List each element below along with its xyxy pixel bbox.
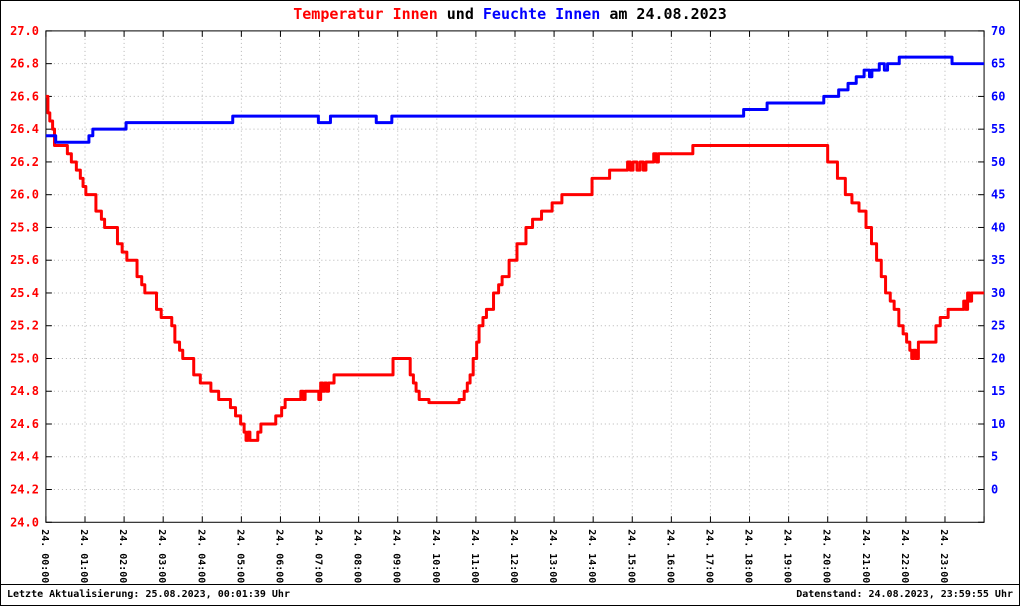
y-left-tick-label: 25.8 bbox=[10, 220, 39, 234]
title-humidity: Feuchte Innen bbox=[482, 5, 601, 23]
grid bbox=[45, 30, 985, 523]
footer-separator bbox=[1, 584, 1019, 585]
y-right-tick-label: 15 bbox=[991, 384, 1005, 398]
x-tick-label: 24. 23:00 bbox=[938, 529, 949, 583]
x-tick-label: 24. 14:00 bbox=[586, 529, 597, 583]
x-tick-label: 24. 21:00 bbox=[860, 529, 871, 583]
y-axis-left-labels: 27.0 26.8 26.6 26.4 26.2 26.0 25.8 25.6 25.4 25.2… bbox=[10, 24, 39, 529]
temperature-line bbox=[45, 94, 985, 442]
x-tick-label: 24. 12:00 bbox=[508, 529, 519, 583]
footer-data-timestamp: Datenstand: 24.08.2023, 23:59:55 Uhr bbox=[796, 589, 1013, 600]
x-tick-label: 24. 08:00 bbox=[352, 529, 363, 583]
x-tick-label: 24. 01:00 bbox=[78, 529, 89, 583]
footer-last-update: Letzte Aktualisierung: 25.08.2023, 00:01… bbox=[7, 589, 290, 600]
x-tick-label: 24. 22:00 bbox=[899, 529, 910, 583]
chart-title: Temperatur Innen und Feuchte Innen am 24… bbox=[1, 5, 1019, 23]
x-tick-label: 24. 05:00 bbox=[234, 529, 245, 583]
title-date: am 24.08.2023 bbox=[600, 5, 727, 23]
y-right-tick-label: 45 bbox=[991, 188, 1005, 202]
x-tick-label: 24. 17:00 bbox=[703, 529, 714, 583]
y-right-tick-label: 60 bbox=[991, 89, 1005, 103]
y-left-tick-label: 24.0 bbox=[10, 515, 39, 529]
y-left-tick-label: 26.2 bbox=[10, 155, 39, 169]
y-left-tick-label: 24.8 bbox=[10, 384, 39, 398]
x-tick-label: 24. 09:00 bbox=[391, 529, 402, 583]
x-tick-label: 24. 02:00 bbox=[117, 529, 128, 583]
axis-ticks bbox=[45, 30, 985, 523]
humidity-line bbox=[45, 55, 985, 144]
y-right-tick-label: 55 bbox=[991, 122, 1005, 136]
x-tick-label: 24. 19:00 bbox=[782, 529, 793, 583]
x-tick-label: 24. 16:00 bbox=[664, 529, 675, 583]
y-left-tick-label: 26.4 bbox=[10, 122, 39, 136]
x-tick-label: 24. 00:00 bbox=[39, 529, 50, 583]
x-tick-label: 24. 04:00 bbox=[195, 529, 206, 583]
y-left-tick-label: 24.6 bbox=[10, 417, 39, 431]
y-left-tick-label: 26.0 bbox=[10, 188, 39, 202]
y-left-tick-label: 25.6 bbox=[10, 253, 39, 267]
y-left-tick-label: 27.0 bbox=[10, 24, 39, 38]
x-tick-label: 24. 10:00 bbox=[430, 529, 441, 583]
y-right-tick-label: 35 bbox=[991, 253, 1005, 267]
y-right-tick-label: 70 bbox=[991, 24, 1005, 38]
x-tick-label: 24. 07:00 bbox=[313, 529, 324, 583]
y-right-tick-label: 30 bbox=[991, 286, 1005, 300]
x-tick-label: 24. 06:00 bbox=[273, 529, 284, 583]
y-left-tick-label: 24.2 bbox=[10, 483, 39, 497]
y-right-tick-label: 50 bbox=[991, 155, 1005, 169]
x-tick-label: 24. 03:00 bbox=[156, 529, 167, 583]
x-tick-label: 24. 20:00 bbox=[821, 529, 832, 583]
title-temperature: Temperatur Innen bbox=[293, 5, 438, 23]
x-axis-labels: 24. 00:00 24. 01:00 24. 02:00 24. 03:00 24. … bbox=[39, 529, 949, 583]
y-right-tick-label: 10 bbox=[991, 417, 1005, 431]
y-left-tick-label: 24.4 bbox=[10, 450, 39, 464]
y-right-tick-label: 0 bbox=[991, 483, 998, 497]
y-right-tick-label: 5 bbox=[991, 450, 998, 464]
title-and: und bbox=[437, 5, 483, 23]
y-left-tick-label: 25.0 bbox=[10, 351, 39, 365]
y-right-tick-label: 25 bbox=[991, 319, 1005, 333]
y-right-tick-label: 20 bbox=[991, 351, 1005, 365]
x-tick-label: 24. 13:00 bbox=[547, 529, 558, 583]
x-tick-label: 24. 15:00 bbox=[625, 529, 636, 583]
y-right-tick-label: 65 bbox=[991, 57, 1005, 71]
y-left-tick-label: 26.6 bbox=[10, 89, 39, 103]
x-tick-label: 24. 18:00 bbox=[743, 529, 754, 583]
y-left-tick-label: 25.2 bbox=[10, 319, 39, 333]
x-tick-label: 24. 11:00 bbox=[469, 529, 480, 583]
y-right-tick-label: 40 bbox=[991, 220, 1005, 234]
y-left-tick-label: 25.4 bbox=[10, 286, 39, 300]
y-left-tick-label: 26.8 bbox=[10, 57, 39, 71]
plot-border bbox=[45, 30, 985, 523]
